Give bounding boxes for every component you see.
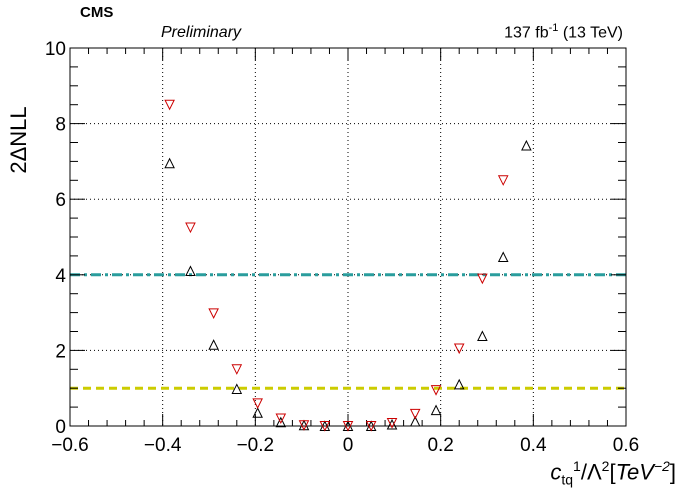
x-tick-label: 0.2: [427, 435, 453, 456]
data-point: [164, 157, 175, 169]
data-point: [386, 418, 398, 430]
y-tick-label: 8: [55, 115, 66, 136]
data-point: [497, 251, 509, 263]
x-label-den: /Λ: [580, 459, 602, 485]
y-tick-label: 10: [45, 39, 66, 60]
series-2: [164, 99, 509, 432]
data-point: [298, 419, 310, 431]
data-point: [477, 330, 488, 342]
data-series: [164, 99, 532, 432]
data-point: [275, 413, 287, 425]
grid: [70, 48, 626, 426]
data-point: [231, 364, 243, 375]
x-label-sub: tq: [561, 471, 574, 488]
lumi-energy: (13 TeV): [558, 24, 623, 42]
data-point: [430, 385, 442, 396]
y-tick-label: 4: [55, 266, 66, 287]
data-point: [319, 421, 331, 432]
x-tick-label: −0.4: [144, 435, 182, 456]
x-label-symbol: c: [550, 459, 562, 485]
data-point: [185, 222, 196, 234]
data-point: [342, 421, 354, 432]
x-label-unit: TeV: [615, 459, 654, 485]
data-point: [252, 407, 263, 418]
y-tick-label: 2: [55, 341, 66, 362]
data-point: [298, 420, 310, 431]
data-point: [430, 404, 442, 416]
data-point: [409, 415, 421, 427]
x-label-den-sup: 2: [601, 458, 610, 474]
data-point: [386, 417, 398, 429]
cms-label: CMS: [80, 4, 114, 21]
x-label-sup: 1: [573, 458, 581, 474]
reference-lines: [70, 273, 626, 390]
data-point: [164, 99, 175, 111]
lumi-exponent: -1: [548, 22, 559, 34]
x-label-unit-close: ]: [669, 459, 676, 485]
data-point: [497, 175, 509, 186]
x-tick-label: 0.4: [520, 435, 547, 456]
x-tick-label: −0.2: [237, 435, 275, 456]
data-point: [252, 398, 263, 409]
y-tick-label: 6: [55, 190, 66, 211]
data-point: [185, 265, 196, 277]
data-point: [521, 139, 532, 151]
data-point: [409, 408, 421, 420]
x-axis-label: ctq1/Λ2[TeV−2]: [550, 458, 676, 488]
lumi-value: 137 fb: [504, 24, 549, 42]
x-tick-label: 0: [343, 435, 354, 456]
x-tick-label: 0.6: [613, 435, 639, 456]
axes: −0.6 −0.4 −0.2 0 0.2 0.4 0.6 0 2 4 6 8 10: [45, 39, 639, 456]
data-point: [453, 343, 465, 355]
data-point: [453, 378, 465, 390]
data-point: [208, 339, 219, 350]
data-point: [231, 383, 243, 394]
data-point: [365, 421, 377, 432]
preliminary-label: Preliminary: [161, 24, 242, 41]
data-point: [208, 308, 219, 319]
luminosity-label: 137 fb-1 (13 TeV): [504, 22, 623, 42]
data-point: [275, 416, 287, 428]
y-tick-label: 0: [55, 417, 66, 438]
data-point: [477, 273, 488, 285]
x-label-unit-sup: −2: [653, 458, 670, 474]
x-tick-label: −0.6: [51, 435, 89, 456]
x-label-unit-open: [: [609, 459, 616, 485]
